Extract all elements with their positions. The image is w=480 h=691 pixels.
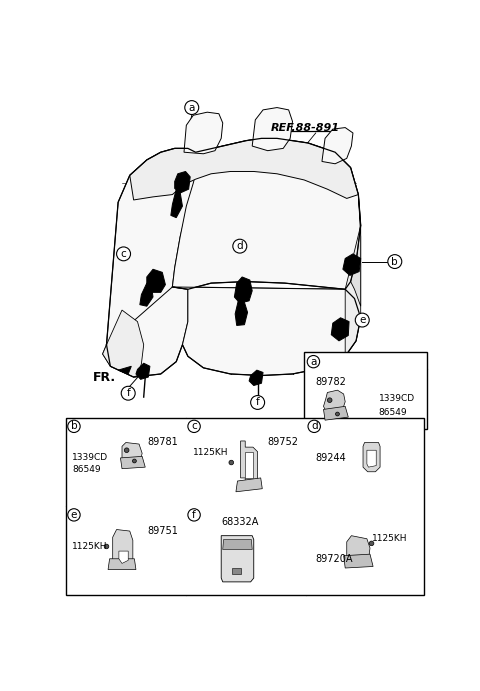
Text: 1339CD: 1339CD: [379, 394, 415, 403]
Circle shape: [185, 101, 199, 115]
Text: 86549: 86549: [379, 408, 407, 417]
Polygon shape: [171, 189, 182, 218]
Circle shape: [132, 459, 136, 463]
Circle shape: [121, 386, 135, 400]
Polygon shape: [345, 225, 360, 357]
Circle shape: [327, 398, 332, 402]
Text: 86549: 86549: [72, 465, 101, 474]
Polygon shape: [175, 171, 190, 193]
Text: f: f: [192, 510, 196, 520]
Polygon shape: [103, 310, 144, 377]
Circle shape: [229, 460, 234, 465]
Text: a: a: [189, 102, 195, 113]
Circle shape: [68, 509, 80, 521]
Circle shape: [336, 412, 339, 416]
Polygon shape: [234, 277, 252, 303]
Polygon shape: [108, 559, 136, 569]
Circle shape: [307, 355, 320, 368]
Polygon shape: [363, 442, 380, 472]
Circle shape: [388, 254, 402, 269]
Polygon shape: [122, 442, 142, 466]
Circle shape: [355, 313, 369, 327]
Polygon shape: [221, 536, 254, 582]
Text: 1339CD: 1339CD: [72, 453, 108, 462]
Circle shape: [104, 544, 109, 549]
Polygon shape: [324, 390, 345, 415]
Polygon shape: [147, 269, 166, 292]
Polygon shape: [322, 128, 353, 164]
Circle shape: [68, 420, 80, 433]
Circle shape: [188, 420, 200, 433]
Polygon shape: [240, 441, 258, 484]
Polygon shape: [249, 370, 263, 386]
Text: REF.88-891: REF.88-891: [271, 122, 340, 133]
Text: e: e: [359, 315, 365, 325]
Circle shape: [251, 395, 264, 409]
Polygon shape: [103, 287, 188, 377]
Text: 89720A: 89720A: [316, 553, 353, 564]
Text: 89751: 89751: [148, 526, 179, 536]
Text: b: b: [392, 256, 398, 267]
Circle shape: [369, 541, 374, 546]
Text: d: d: [237, 241, 243, 251]
Text: 1125KH: 1125KH: [192, 448, 228, 457]
Polygon shape: [107, 149, 198, 345]
Bar: [232, 568, 241, 574]
Polygon shape: [235, 301, 248, 325]
Polygon shape: [245, 452, 253, 478]
Polygon shape: [347, 536, 370, 565]
Polygon shape: [184, 112, 223, 154]
Polygon shape: [113, 529, 133, 567]
Text: 89781: 89781: [148, 437, 179, 447]
Bar: [304, 352, 427, 429]
Text: FR.: FR.: [93, 370, 116, 384]
Circle shape: [308, 420, 321, 433]
Text: 89244: 89244: [316, 453, 347, 463]
Text: 68332A: 68332A: [221, 517, 259, 527]
Polygon shape: [130, 138, 359, 200]
Text: c: c: [191, 422, 197, 431]
Polygon shape: [140, 283, 153, 306]
Polygon shape: [324, 406, 348, 420]
Bar: [66, 418, 424, 595]
Circle shape: [188, 509, 200, 521]
Text: 1125KH: 1125KH: [72, 542, 108, 551]
Polygon shape: [120, 456, 145, 468]
Polygon shape: [119, 551, 128, 563]
Polygon shape: [350, 195, 360, 306]
Polygon shape: [367, 451, 376, 467]
Polygon shape: [223, 540, 252, 549]
Polygon shape: [344, 554, 373, 568]
Polygon shape: [236, 478, 262, 492]
Polygon shape: [172, 287, 360, 375]
Text: b: b: [71, 422, 77, 431]
Text: 89782: 89782: [315, 377, 346, 387]
Polygon shape: [136, 363, 150, 379]
Text: f: f: [126, 388, 130, 398]
Polygon shape: [252, 108, 292, 151]
Text: d: d: [311, 422, 317, 431]
Polygon shape: [343, 254, 360, 276]
Text: 1125KH: 1125KH: [372, 534, 407, 543]
Circle shape: [233, 239, 247, 253]
Polygon shape: [172, 138, 360, 290]
Text: a: a: [310, 357, 317, 367]
Polygon shape: [331, 318, 349, 341]
Text: e: e: [71, 510, 77, 520]
Circle shape: [124, 448, 129, 453]
Text: f: f: [256, 397, 260, 408]
Polygon shape: [118, 366, 132, 374]
Circle shape: [117, 247, 131, 261]
Text: c: c: [120, 249, 126, 259]
Text: 89752: 89752: [268, 437, 299, 447]
